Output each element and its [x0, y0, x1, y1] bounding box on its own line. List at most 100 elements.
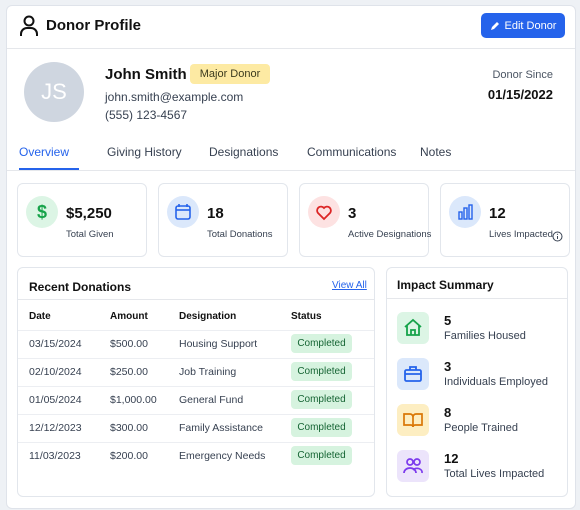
status-badge: Completed [291, 446, 352, 465]
icon [308, 196, 340, 228]
tab[interactable]: Giving History [107, 145, 182, 159]
cell: $500.00 [110, 338, 148, 350]
edit-icon [490, 21, 499, 30]
stat-value: $5,250 [66, 205, 112, 222]
stat-card: 12 Lives Impacted [440, 183, 570, 257]
status-text: Completed [297, 338, 346, 349]
stat-card: 18 Total Donations [158, 183, 288, 257]
impact-value: 12 [444, 451, 459, 466]
impact-icon [397, 404, 429, 441]
impact-value: 8 [444, 405, 452, 420]
donor-since-label: Donor Since [492, 69, 553, 81]
edit-button[interactable]: Edit Donor [481, 13, 565, 38]
cell: 03/15/2024 [29, 338, 82, 350]
row-divider [18, 358, 374, 359]
stat-icon [449, 196, 481, 233]
divider [18, 299, 374, 300]
column-header: Date [29, 311, 51, 322]
impact-summary-panel: Impact Summary 5 Families Housed 3 Individu… [386, 267, 568, 497]
row-divider [18, 386, 374, 387]
status-badge: Completed [291, 334, 352, 353]
impact-label: Total Lives Impacted [444, 468, 545, 480]
impact-icon [397, 312, 429, 349]
cell: 01/05/2024 [29, 394, 82, 406]
impact-label: People Trained [444, 422, 518, 434]
icon [397, 450, 429, 482]
avatar: JS [24, 62, 84, 122]
column-header: Status [291, 311, 322, 322]
status-text: Completed [297, 394, 346, 405]
cell: 12/12/2023 [29, 422, 82, 434]
cell: $1,000.00 [110, 394, 157, 406]
icon [449, 196, 481, 228]
cell: $250.00 [110, 366, 148, 378]
stat-label: Total Donations [207, 229, 273, 240]
impact-icon [397, 358, 429, 395]
panel-title: Recent Donations [29, 280, 132, 294]
edit-button-label: Edit Donor [504, 19, 557, 32]
stat-label: Total Given [66, 229, 114, 240]
divider [387, 298, 567, 299]
cell: Family Assistance [179, 422, 264, 434]
column-header: Designation [179, 311, 237, 322]
stat-icon [308, 196, 340, 233]
email: john.smith@example.com [105, 90, 244, 104]
view-all-link[interactable]: View All [332, 280, 367, 291]
avatar-initials: JS [41, 79, 67, 104]
impact-label: Individuals Employed [444, 376, 548, 388]
tab-underline [19, 168, 79, 170]
impact-value: 5 [444, 313, 452, 328]
donor-badge: Major Donor [190, 64, 270, 84]
impact-icon [397, 450, 429, 487]
status-text: Completed [297, 450, 346, 461]
stat-card: $ $5,250 Total Given [17, 183, 147, 257]
tab[interactable]: Overview [19, 145, 70, 159]
cell: Housing Support [179, 338, 258, 350]
panel-title: Impact Summary [397, 278, 494, 292]
recent-donations-panel: Recent Donations View All Date Amount Desi… [17, 267, 375, 497]
svg-text:$: $ [37, 202, 47, 222]
phone: (555) 123-4567 [105, 108, 188, 122]
cell: General Fund [179, 394, 244, 406]
column-header: Amount [110, 311, 148, 322]
tabs-divider [7, 170, 575, 171]
icon [167, 196, 199, 228]
stat-icon: $ [26, 196, 58, 233]
impact-label: Families Housed [444, 330, 526, 342]
icon [397, 404, 429, 436]
icon [397, 312, 429, 344]
divider [7, 48, 575, 49]
impact-value: 3 [444, 359, 452, 374]
profile-card: Donor Profile Edit Donor JS John Smith M… [6, 5, 576, 509]
tab[interactable]: Notes [420, 145, 452, 159]
info-icon [552, 229, 563, 247]
stat-icon [167, 196, 199, 233]
cell: Job Training [179, 366, 237, 378]
stat-value: 3 [348, 205, 357, 222]
cell: 11/03/2023 [29, 450, 81, 462]
tab[interactable]: Communications [307, 145, 397, 159]
status-text: Completed [297, 422, 346, 433]
donor-since-date: 01/15/2022 [487, 87, 553, 102]
status-badge: Completed [291, 362, 352, 381]
cell: 02/10/2024 [29, 366, 82, 378]
cell: $200.00 [110, 450, 148, 462]
stat-value: 12 [489, 205, 506, 222]
user-icon [20, 15, 38, 36]
row-divider [18, 414, 374, 415]
row-divider [18, 330, 374, 331]
stat-card: 3 Active Designations [299, 183, 432, 257]
status-badge: Completed [291, 390, 352, 409]
stat-label: Active Designations [348, 229, 432, 240]
donor-name: John Smith [105, 66, 187, 83]
row-divider [18, 442, 374, 443]
stat-label: Lives Impacted [489, 229, 553, 240]
cell: $300.00 [110, 422, 148, 434]
page-title: Donor Profile [46, 17, 142, 34]
tab[interactable]: Designations [209, 145, 279, 159]
stat-value: 18 [207, 205, 224, 222]
cell: Emergency Needs [179, 450, 266, 462]
status-text: Completed [297, 366, 346, 377]
icon: $ [26, 196, 58, 228]
badge-text: Major Donor [199, 68, 261, 80]
